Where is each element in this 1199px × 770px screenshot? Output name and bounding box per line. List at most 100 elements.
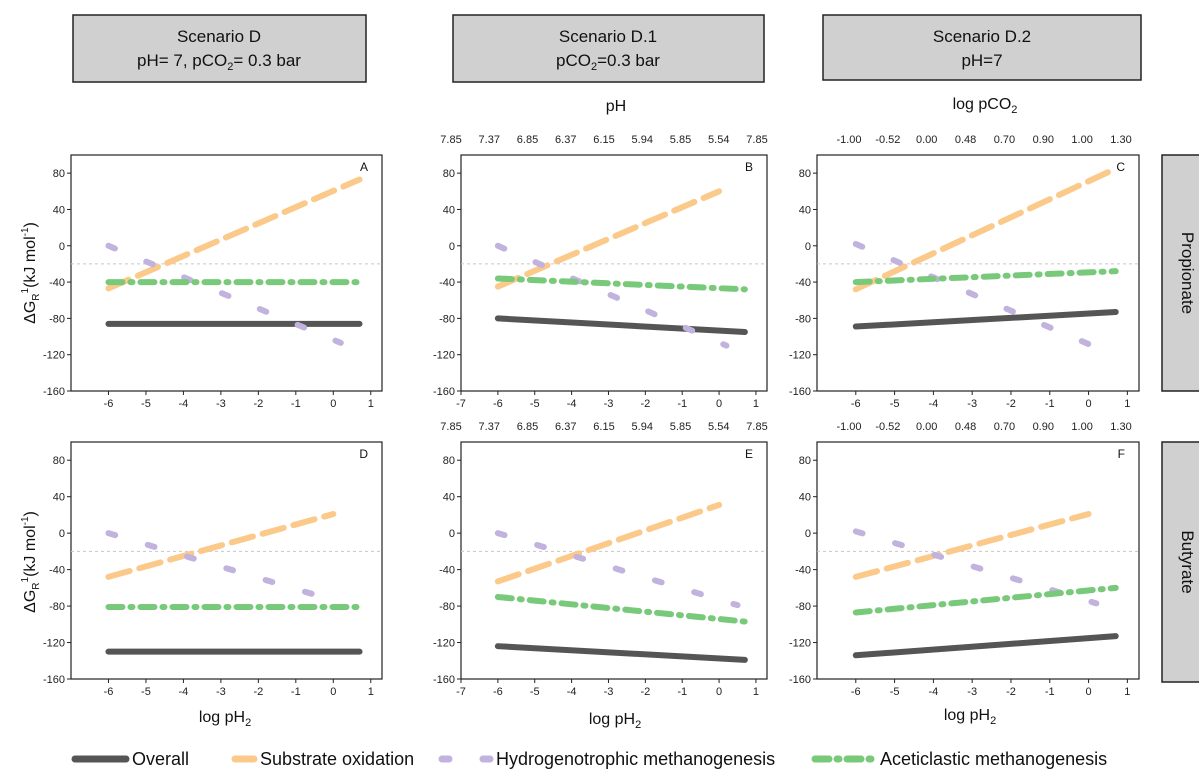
series-line-substrate-oxidation xyxy=(494,188,723,290)
top-tick-label: 1.30 xyxy=(1110,134,1131,146)
y-tick-label: 40 xyxy=(443,492,455,504)
top-tick-label: 5.54 xyxy=(708,421,729,433)
plot-frame xyxy=(816,441,1140,680)
x-tick-label: 0 xyxy=(330,686,336,698)
x-tick-label: -1 xyxy=(291,398,301,410)
x-tick-label: 1 xyxy=(753,686,759,698)
x-tick-label: 0 xyxy=(1086,686,1092,698)
top-tick-label: 1.30 xyxy=(1110,421,1131,433)
top-tick-label: 5.94 xyxy=(632,421,653,433)
top-tick-label: 1.00 xyxy=(1071,134,1092,146)
x-tick-label: 1 xyxy=(368,398,374,410)
x-tick-label: -4 xyxy=(179,398,189,410)
plot-frame xyxy=(816,154,1140,392)
top-tick-label: 0.48 xyxy=(955,421,976,433)
x-tick-label: -5 xyxy=(890,686,900,698)
y-tick-label: 40 xyxy=(799,204,811,216)
series-line-aceticlastic-methanogenesis xyxy=(494,593,748,625)
legend-item-substrate-oxidation: Substrate oxidation xyxy=(231,749,414,769)
x-tick-label: -1 xyxy=(677,686,687,698)
top-tick-label: 5.85 xyxy=(670,421,691,433)
panel-letter: B xyxy=(745,160,753,174)
x-tick-label: -2 xyxy=(253,398,263,410)
top-tick-label: 7.85 xyxy=(440,134,461,146)
x-tick-label: -5 xyxy=(890,398,900,410)
x-tick-label: 1 xyxy=(1124,686,1130,698)
x-tick-label: 0 xyxy=(330,398,336,410)
panel-a: 80 40 0 -40 -80 -120 -160 -6 -5 -4 -3 -2 -1 0 1 A xyxy=(43,154,383,410)
x-tick-label: -2 xyxy=(253,686,263,698)
top-tick-label: 6.37 xyxy=(555,134,576,146)
top-tick-label: 7.85 xyxy=(746,134,767,146)
panel-b: 80 40 0 -40 -80 -120 -160-7 -6 -5 -4 -3 -2 -1 0 1 7.85 7… xyxy=(433,134,768,410)
x-tick-label: -3 xyxy=(967,398,977,410)
series-line-overall xyxy=(494,315,748,335)
x-axis-label-col2: log pH2 xyxy=(589,711,641,731)
top-tick-label: -1.00 xyxy=(836,421,861,433)
x-tick-label: -7 xyxy=(456,686,466,698)
top-tick-label: -1.00 xyxy=(836,134,861,146)
x-tick-label: -1 xyxy=(677,398,687,410)
y-tick-label: -40 xyxy=(795,565,811,577)
legend: Overall Substrate oxidation Hydrogenotroph… xyxy=(71,749,1107,769)
y-axis-label-bottom: ΔGR1(kJ mol-1) xyxy=(20,511,42,613)
x-tick-label: -2 xyxy=(640,686,650,698)
y-tick-label: -80 xyxy=(439,601,455,613)
y-tick-label: -80 xyxy=(795,601,811,613)
x-tick-label: 1 xyxy=(368,686,374,698)
series-line-hydrogenotrophic-methanogenesis xyxy=(105,242,344,346)
x-axis-label-col1: log pH2 xyxy=(199,709,251,729)
scenario-d2-subtitle: pH=7 xyxy=(961,51,1002,70)
x-tick-label: -3 xyxy=(604,686,614,698)
x-tick-label: -2 xyxy=(1006,686,1016,698)
y-axis-label-top: ΔGR1(kJ mol-1) xyxy=(20,222,42,324)
top-tick-label: 1.00 xyxy=(1071,421,1092,433)
panel-d: 80 40 0 -40 -80 -120 -160 -6 -5 -4 -3 -2 -1 0 1 D xyxy=(43,441,383,698)
x-tick-label: -6 xyxy=(104,398,114,410)
panel-letter: A xyxy=(360,160,368,174)
top-axis-title-ph: pH xyxy=(606,98,626,115)
series-line-hydrogenotrophic-methanogenesis xyxy=(852,240,1100,351)
y-tick-label: -40 xyxy=(439,565,455,577)
series-line-aceticlastic-methanogenesis xyxy=(852,268,1119,286)
panel-letter: F xyxy=(1118,447,1125,461)
x-tick-label: -5 xyxy=(530,686,540,698)
top-tick-label: -0.52 xyxy=(875,421,900,433)
y-tick-label: 80 xyxy=(53,168,65,180)
x-tick-label: -3 xyxy=(604,398,614,410)
scenario-header-d1: Scenario D.1 pCO2=0.3 bar xyxy=(452,14,765,83)
y-tick-label: -40 xyxy=(49,277,65,289)
y-tick-label: 0 xyxy=(805,528,811,540)
panel-letter: D xyxy=(359,447,368,461)
x-tick-label: -1 xyxy=(291,686,301,698)
panel-c: 80 40 0 -40 -80 -120 -160 -6 -5 -4 -3 -2 -1 0 1 -1.00 -0… xyxy=(789,134,1140,410)
y-tick-label: -120 xyxy=(43,638,65,650)
plot-frame xyxy=(460,441,768,680)
x-tick-label: -6 xyxy=(104,686,114,698)
legend-item-overall: Overall xyxy=(71,749,189,769)
y-tick-label: 0 xyxy=(59,241,65,253)
plot-frame xyxy=(460,154,768,392)
top-tick-label: 7.37 xyxy=(479,421,500,433)
y-tick-label: -40 xyxy=(49,565,65,577)
series-line-substrate-oxidation xyxy=(852,165,1119,293)
row-label-butyrate: Butyrate xyxy=(1161,441,1199,683)
scenario-d1-subtitle: pCO2=0.3 bar xyxy=(556,51,660,73)
svg-text:Propionate: Propionate xyxy=(1178,232,1197,314)
legend-label: Hydrogenotrophic methanogenesis xyxy=(496,749,775,769)
y-tick-label: 40 xyxy=(799,492,811,504)
series-line-substrate-oxidation xyxy=(105,176,363,292)
y-tick-label: 0 xyxy=(449,241,455,253)
y-tick-label: -120 xyxy=(789,638,811,650)
y-tick-label: 40 xyxy=(443,204,455,216)
plot-frame xyxy=(70,441,383,680)
x-tick-label: -1 xyxy=(1045,398,1055,410)
y-tick-label: -40 xyxy=(439,277,455,289)
x-tick-label: -4 xyxy=(567,686,577,698)
x-tick-label: -2 xyxy=(1006,398,1016,410)
top-axis-title-logpco2: log pCO2 xyxy=(953,96,1018,116)
top-tick-label: 5.94 xyxy=(632,134,653,146)
top-tick-label: 5.85 xyxy=(670,134,691,146)
top-tick-label: 0.70 xyxy=(994,421,1015,433)
